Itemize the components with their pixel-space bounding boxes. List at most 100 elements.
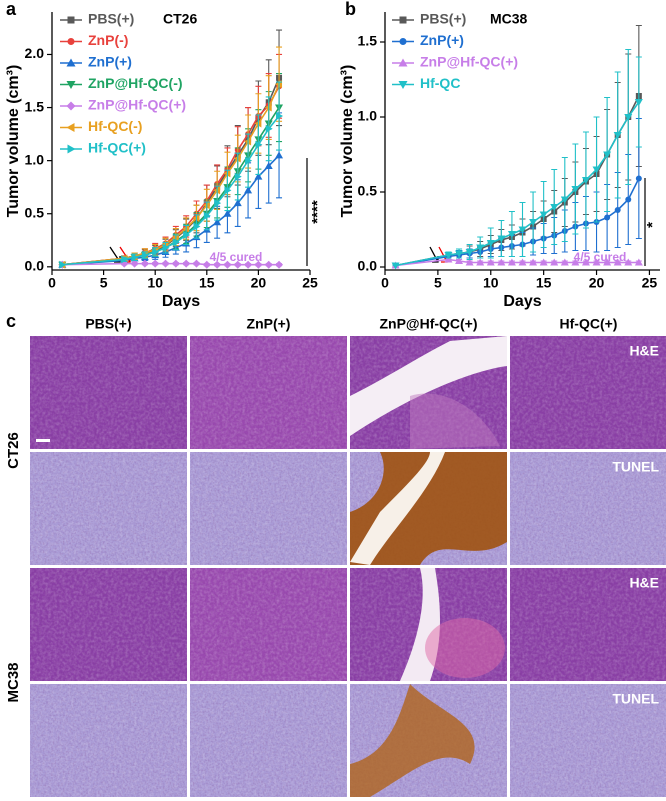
data-point <box>539 211 548 219</box>
data-point <box>529 219 538 226</box>
data-point <box>444 252 453 259</box>
legend-swatch-marker <box>66 81 76 89</box>
data-point <box>635 175 642 182</box>
legend-swatch-marker <box>399 38 407 45</box>
data-point <box>486 258 495 266</box>
data-point <box>275 260 284 269</box>
data-point <box>518 258 527 266</box>
histology-image <box>30 336 187 449</box>
data-point <box>634 99 643 106</box>
data-point <box>254 260 263 269</box>
image-texture <box>30 336 187 449</box>
legend-label: ZnP@Hf-QC(-) <box>88 75 183 91</box>
data-point <box>391 262 400 270</box>
data-point <box>234 172 242 181</box>
image-texture <box>190 568 347 681</box>
data-point <box>182 259 191 268</box>
panel-label: b <box>345 0 356 19</box>
column-header: ZnP(+) <box>247 316 291 332</box>
panel-label: c <box>6 311 16 331</box>
data-point <box>140 259 149 268</box>
data-point <box>634 258 643 266</box>
tissue <box>410 393 500 449</box>
y-tick-label: 0.0 <box>358 258 378 274</box>
image-texture <box>30 452 187 565</box>
data-point <box>614 207 621 213</box>
data-point <box>233 260 242 269</box>
data-point <box>202 260 211 269</box>
legend-swatch-marker <box>399 16 407 24</box>
significance: **** <box>309 200 326 224</box>
data-point <box>152 247 160 256</box>
legend-swatch-marker <box>398 58 408 67</box>
data-point <box>233 199 242 207</box>
necrosis <box>350 452 445 565</box>
series-line <box>62 85 280 266</box>
data-point <box>497 235 506 243</box>
histology-image <box>190 568 347 681</box>
legend-label: PBS(+) <box>420 11 466 27</box>
x-tick-label: 5 <box>100 275 108 291</box>
y-tick-label: 1.0 <box>358 108 378 124</box>
data-point <box>151 259 160 268</box>
histology-image <box>30 684 187 797</box>
tissue <box>425 618 505 678</box>
x-tick-label: 15 <box>199 275 215 291</box>
data-point <box>550 258 559 266</box>
data-point <box>223 209 232 217</box>
x-tick-label: 0 <box>48 275 56 291</box>
x-tick-label: 10 <box>147 275 163 291</box>
data-point <box>161 259 170 268</box>
data-point <box>183 230 191 239</box>
legend-label: ZnP(+) <box>420 32 464 48</box>
x-tick-label: 10 <box>483 275 499 291</box>
stain-label: H&E <box>629 343 659 359</box>
image-texture <box>190 684 347 797</box>
cured-label: 4/5 cured <box>210 250 263 264</box>
data-point <box>171 259 180 268</box>
data-point <box>518 226 527 234</box>
data-point <box>560 258 569 266</box>
data-point <box>603 151 612 159</box>
data-point <box>550 204 559 211</box>
annotation: MC38 <box>490 11 528 27</box>
row-group-label: MC38 <box>5 662 22 702</box>
column-header: PBS(+) <box>85 316 131 332</box>
data-point <box>255 140 263 149</box>
legend-label: Hf-QC <box>420 75 460 91</box>
data-point <box>624 258 633 266</box>
series-line <box>395 95 640 267</box>
histology-image <box>510 336 666 449</box>
data-point <box>162 243 170 252</box>
data-point <box>193 222 201 231</box>
data-point <box>141 251 149 260</box>
annotation: CT26 <box>163 11 197 27</box>
data-point <box>245 156 253 165</box>
apoptosis <box>350 684 475 797</box>
row-group-label: CT26 <box>5 432 22 469</box>
data-point <box>213 260 222 269</box>
data-point <box>213 218 222 226</box>
y-tick-label: 1.5 <box>25 98 45 114</box>
column-header: ZnP@Hf-QC(+) <box>379 316 477 332</box>
scale-bar <box>36 439 50 442</box>
legend-swatch-marker <box>66 123 75 132</box>
data-point <box>592 166 601 174</box>
histology-image <box>350 684 507 797</box>
data-point <box>254 172 263 180</box>
data-point <box>507 258 516 266</box>
column-header: Hf-QC(+) <box>560 316 618 332</box>
data-point <box>625 196 632 203</box>
image-texture <box>30 684 187 797</box>
data-point <box>465 249 474 256</box>
y-tick-label: 1.5 <box>358 33 378 49</box>
image-texture <box>30 568 187 681</box>
data-point <box>497 258 506 266</box>
y-tick-label: 2.0 <box>25 45 45 61</box>
data-point <box>121 255 129 264</box>
data-point <box>613 258 622 266</box>
image-texture <box>510 336 666 449</box>
data-point <box>560 196 569 204</box>
data-point <box>581 177 590 184</box>
